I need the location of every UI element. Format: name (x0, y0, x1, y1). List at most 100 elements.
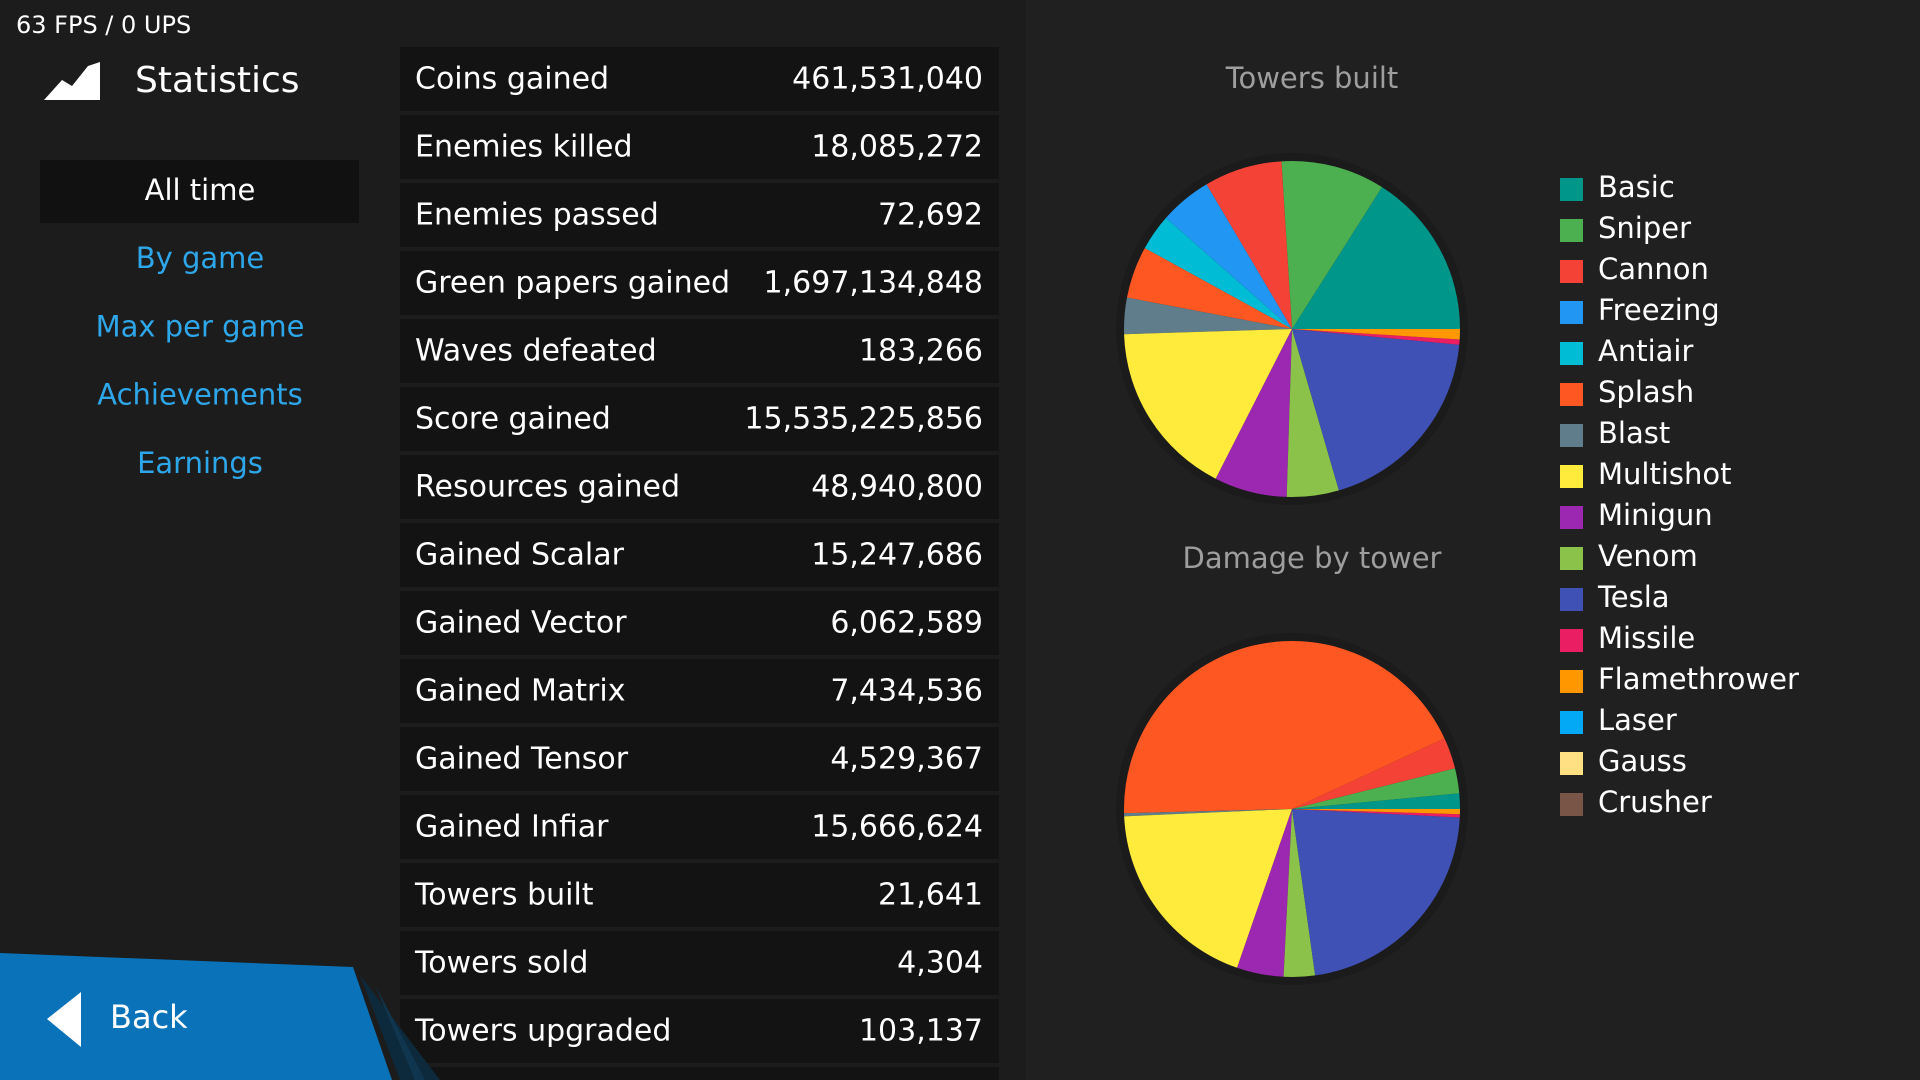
menu-item[interactable]: All time (145, 173, 256, 207)
pie-slice (1286, 329, 1339, 497)
legend-label: Flamethrower (1598, 662, 1799, 696)
stat-label: Gained Tensor (415, 742, 629, 777)
legend-swatch (1560, 465, 1583, 488)
pie-slice (1124, 297, 1292, 335)
legend-swatch (1560, 424, 1583, 447)
legend-label: Tesla (1597, 580, 1670, 614)
pie-slice (1215, 329, 1292, 497)
stat-value: 1,697,134,848 (764, 266, 983, 301)
table-row (400, 999, 999, 1063)
pie-slice (1206, 161, 1292, 329)
stat-value: 21,641 (878, 878, 983, 913)
stat-value: 15,666,624 (811, 810, 983, 845)
legend-swatch (1560, 547, 1583, 570)
legend-label: Blast (1598, 416, 1670, 450)
legend-label: Venom (1598, 539, 1698, 573)
back-button[interactable]: Back (0, 953, 440, 1080)
menu-item[interactable]: Achievements (97, 378, 303, 412)
legend-label: Missile (1598, 621, 1695, 655)
legend-label: Basic (1598, 170, 1675, 204)
back-label: Back (110, 998, 188, 1036)
table-row (400, 727, 999, 791)
stat-label: Gained Infiar (415, 810, 609, 845)
pie-slice (1283, 809, 1316, 977)
chart-title: Damage by tower (1183, 541, 1442, 575)
button-stripe (360, 975, 440, 1080)
pie-chart: Towers built (1116, 61, 1468, 505)
legend-label: Freezing (1598, 293, 1720, 327)
pie-slice (1124, 809, 1292, 968)
stat-label: Resources gained (415, 470, 680, 505)
pie-slice (1292, 329, 1460, 491)
menu-selected-bg (40, 160, 359, 223)
legend-swatch (1560, 670, 1583, 693)
menu: All time By game Max per game Achievements E… (40, 160, 359, 480)
pie-slice (1292, 738, 1455, 809)
table-row (400, 319, 999, 383)
stats-table: Coins gained 461,531,040 Enemies killed 18,… (400, 47, 999, 1080)
table-row (400, 455, 999, 519)
pie-slice (1292, 768, 1460, 809)
legend-swatch (1560, 342, 1583, 365)
stat-label: Green papers gained (415, 266, 730, 301)
stat-label: Score gained (415, 402, 611, 437)
legend-label: Splash (1598, 375, 1694, 409)
stat-value: 183,266 (859, 334, 983, 369)
stat-label: Coins gained (415, 62, 609, 97)
legend-label: Multishot (1598, 457, 1732, 491)
legend-label: Minigun (1598, 498, 1713, 532)
pie-slice (1292, 329, 1460, 340)
pie-slice (1165, 184, 1292, 329)
legend-swatch (1560, 752, 1583, 775)
menu-item[interactable]: Max per game (96, 309, 305, 343)
pie-slice (1144, 217, 1292, 329)
menu-item[interactable]: By game (136, 241, 265, 275)
page-title: Statistics (135, 60, 300, 101)
stat-value: 4,529,367 (830, 742, 983, 777)
pie-slice (1281, 161, 1383, 329)
pie-slice (1237, 809, 1292, 977)
legend: Basic Sniper Cannon Freezing Antiair Splash Bl… (1560, 170, 1799, 819)
stat-value: 48,940,800 (811, 470, 983, 505)
legend-label: Sniper (1598, 211, 1691, 245)
pie-slice (1292, 329, 1460, 345)
stat-label: Enemies killed (415, 130, 633, 165)
table-row (400, 387, 999, 451)
table-row (400, 795, 999, 859)
stat-label: Towers built (414, 878, 594, 913)
pie-slice (1292, 187, 1460, 329)
back-arrow (47, 992, 81, 1047)
table-row (400, 863, 999, 927)
stat-value: 6,062,589 (830, 606, 983, 641)
legend-label: Antiair (1598, 334, 1693, 368)
pie-slice (1124, 329, 1292, 479)
table-row (400, 931, 999, 995)
menu-item[interactable]: Earnings (137, 446, 263, 480)
table-row (400, 183, 999, 247)
legend-label: Gauss (1598, 744, 1687, 778)
legend-swatch (1560, 588, 1583, 611)
stat-label: Enemies passed (415, 198, 659, 233)
stat-value: 18,085,272 (811, 130, 983, 165)
pie-slice (1124, 809, 1292, 817)
stats-icon (44, 62, 100, 100)
table-row (400, 115, 999, 179)
table-row (400, 523, 999, 587)
stat-value: 461,531,040 (792, 62, 983, 97)
table-row (400, 47, 999, 111)
pie-slice (1292, 793, 1460, 809)
legend-swatch (1560, 383, 1583, 406)
table-row (400, 659, 999, 723)
table-row (400, 591, 999, 655)
stat-value: 103,137 (859, 1014, 983, 1049)
fps-counter: 63 FPS / 0 UPS (16, 11, 191, 39)
stat-label: Towers upgraded (414, 1014, 671, 1049)
chart-title: Towers built (1225, 61, 1399, 95)
pie-slice (1292, 809, 1460, 815)
legend-swatch (1560, 506, 1583, 529)
legend-label: Cannon (1598, 252, 1709, 286)
stat-label: Waves defeated (415, 334, 657, 369)
pie-chart: Damage by tower (1116, 541, 1468, 985)
